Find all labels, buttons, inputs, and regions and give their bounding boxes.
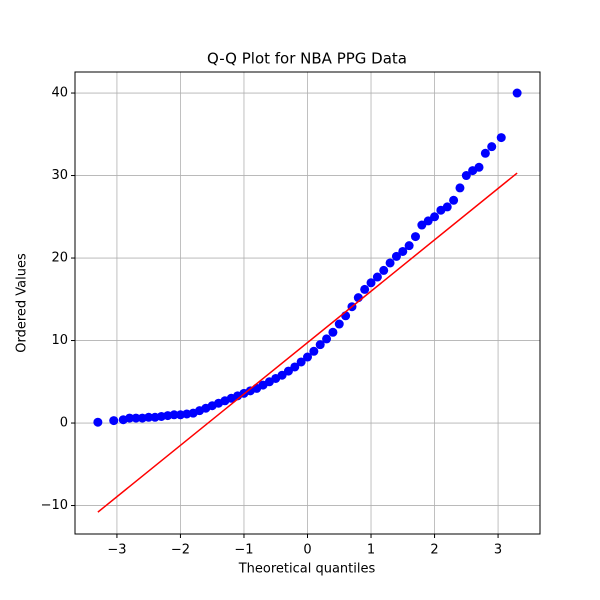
point — [404, 241, 414, 251]
point — [125, 413, 135, 423]
y-tick-label: −10 — [41, 498, 68, 513]
point — [487, 142, 497, 152]
point — [93, 417, 103, 427]
point — [449, 195, 459, 205]
point — [423, 216, 433, 226]
point — [385, 258, 395, 268]
x-tick-label: 1 — [367, 543, 375, 558]
point — [455, 183, 465, 193]
point — [303, 352, 312, 362]
point — [322, 334, 332, 344]
y-tick-label: 40 — [51, 86, 68, 101]
point — [109, 416, 119, 426]
point — [144, 412, 154, 422]
point — [430, 212, 440, 222]
point — [496, 133, 506, 143]
chart-title: Q-Q Plot for NBA PPG Data — [207, 50, 407, 68]
plot-frame — [74, 71, 541, 535]
point — [334, 319, 344, 329]
point — [398, 246, 408, 256]
point — [360, 284, 370, 294]
y-tick-label: 0 — [60, 416, 68, 431]
point — [417, 220, 427, 230]
point — [169, 410, 179, 420]
point — [131, 413, 141, 423]
point — [391, 251, 401, 261]
point — [309, 346, 319, 356]
x-tick-label: 2 — [430, 543, 438, 558]
x-tick-label: −2 — [171, 543, 190, 558]
point — [474, 162, 484, 172]
fit-line — [97, 172, 518, 513]
point — [366, 278, 376, 288]
x-tick-label: 3 — [494, 543, 502, 558]
point — [277, 370, 287, 380]
point — [296, 357, 306, 367]
point — [512, 88, 522, 98]
x-tick-label: −3 — [107, 543, 126, 558]
y-tick-label: 30 — [51, 168, 68, 183]
y-tick-label: 20 — [51, 251, 68, 266]
x-axis-label: Theoretical quantiles — [238, 562, 376, 577]
x-tick-label: −1 — [234, 543, 253, 558]
x-tick-label: 0 — [303, 543, 311, 558]
point — [442, 202, 452, 212]
point — [461, 171, 471, 181]
y-tick-label: 10 — [51, 333, 68, 348]
point — [290, 362, 300, 372]
point — [328, 327, 338, 337]
point — [410, 232, 420, 242]
point — [480, 148, 490, 158]
point — [283, 366, 293, 376]
y-axis-label: Ordered Values — [15, 253, 30, 353]
point — [379, 265, 389, 275]
point — [315, 340, 325, 350]
point — [372, 272, 382, 282]
